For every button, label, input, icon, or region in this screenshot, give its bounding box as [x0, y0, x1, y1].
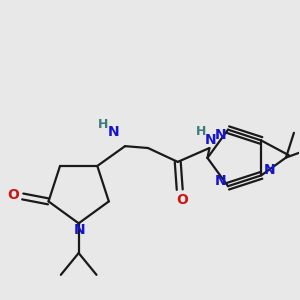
Text: N: N: [107, 125, 119, 139]
Text: N: N: [263, 164, 275, 177]
Text: N: N: [74, 223, 85, 237]
Text: O: O: [7, 188, 19, 203]
Text: H: H: [196, 125, 207, 138]
Text: N: N: [205, 133, 216, 147]
Text: N: N: [214, 128, 226, 142]
Text: O: O: [176, 193, 188, 206]
Text: H: H: [98, 118, 108, 131]
Text: N: N: [214, 174, 226, 188]
